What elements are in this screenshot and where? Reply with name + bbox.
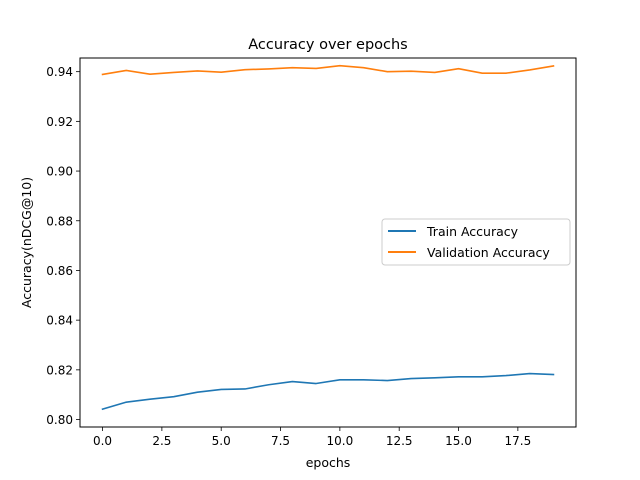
- x-tick-label: 15.0: [445, 434, 472, 448]
- x-tick-label: 2.5: [152, 434, 171, 448]
- legend-label-validation: Validation Accuracy: [427, 245, 550, 260]
- x-axis-label: epochs: [306, 455, 351, 470]
- x-tick-label: 5.0: [212, 434, 231, 448]
- plot-frame: [79, 57, 577, 428]
- x-tick-label: 17.5: [504, 434, 531, 448]
- y-tick-label: 0.82: [46, 363, 73, 377]
- x-tick-label: 12.5: [386, 434, 413, 448]
- y-tick-label: 0.86: [46, 264, 73, 278]
- legend: Train Accuracy Validation Accuracy: [381, 218, 571, 266]
- y-tick-label: 0.90: [46, 165, 73, 179]
- y-tick-label: 0.92: [46, 115, 73, 129]
- y-axis-label: Accuracy(nDCG@10): [19, 177, 34, 308]
- series-layer: [101, 64, 555, 411]
- x-axis: 0.0 2.5 5.0 7.5 10.0 12.5 15.0 17.5: [93, 427, 531, 448]
- series-line-train: [101, 372, 555, 411]
- y-tick-label: 0.88: [46, 214, 73, 228]
- series-line-validation: [101, 64, 555, 76]
- x-tick-label: 7.5: [271, 434, 290, 448]
- legend-label-train: Train Accuracy: [426, 224, 519, 239]
- y-tick-label: 0.94: [46, 65, 73, 79]
- y-tick-label: 0.84: [46, 314, 73, 328]
- y-tick-label: 0.80: [46, 413, 73, 427]
- x-tick-label: 0.0: [93, 434, 112, 448]
- y-axis: 0.80 0.82 0.84 0.86 0.88 0.90 0.92 0.94: [46, 65, 80, 427]
- legend-frame: [381, 218, 571, 266]
- x-tick-label: 10.0: [327, 434, 354, 448]
- chart-title: Accuracy over epochs: [248, 37, 407, 53]
